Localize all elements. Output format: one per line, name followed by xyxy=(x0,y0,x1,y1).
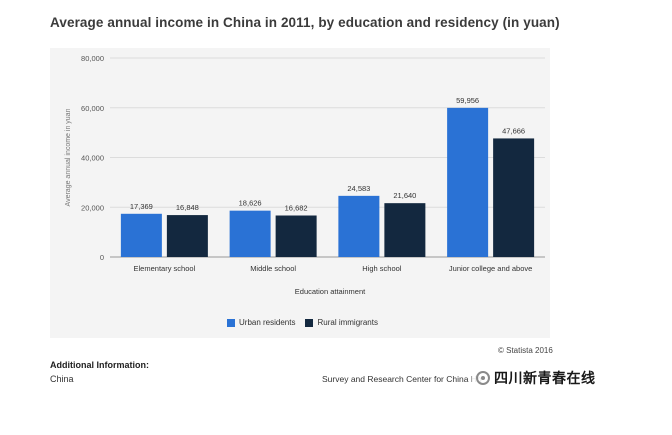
x-tick-label: High school xyxy=(362,264,402,273)
y-axis-title: Average annual income in yuan xyxy=(65,108,72,206)
legend-item-rural[interactable]: Rural immigrants xyxy=(305,318,378,327)
legend-item-urban[interactable]: Urban residents xyxy=(227,318,295,327)
legend-swatch-rural xyxy=(305,318,314,327)
bar-value-label: 47,666 xyxy=(502,126,525,135)
bar xyxy=(229,210,271,257)
additional-info-heading: Additional Information: xyxy=(50,360,149,370)
bar-value-label: 16,848 xyxy=(176,203,199,212)
copyright-notice: © Statista 2016 xyxy=(498,346,553,355)
bar-value-label: 21,640 xyxy=(393,191,416,200)
legend-label-urban: Urban residents xyxy=(239,318,296,327)
source-text[interactable]: Survey and Research Center for China Ho xyxy=(322,374,482,384)
chart-legend: Urban residents Rural immigrants xyxy=(227,318,378,327)
bar-value-label: 16,682 xyxy=(285,204,308,213)
chart-title: Average annual income in China in 2011, … xyxy=(50,15,560,30)
bar xyxy=(120,213,162,257)
y-tick-label: 20,000 xyxy=(81,203,104,212)
chart-canvas: 0 20,000 40,000 60,000 80,000 Average annual … xyxy=(65,54,545,296)
watermark-text: 四川新青春在线 xyxy=(494,371,596,387)
y-tick-label: 80,000 xyxy=(81,54,104,63)
y-tick-label: 40,000 xyxy=(81,154,104,163)
y-tick-label: 0 xyxy=(100,253,104,262)
x-tick-label: Middle school xyxy=(250,264,296,273)
legend-label-rural: Rural immigrants xyxy=(317,318,378,327)
bar xyxy=(447,107,489,257)
bar xyxy=(384,203,426,257)
bar-value-label: 18,626 xyxy=(239,199,262,208)
legend-swatch-urban xyxy=(227,318,235,327)
bar xyxy=(493,138,535,257)
additional-info-value: China xyxy=(50,374,74,384)
bar-value-label: 24,583 xyxy=(347,184,370,193)
bar-value-label: 59,956 xyxy=(456,96,479,105)
chart-panel: 0 20,000 40,000 60,000 80,000 Average annual … xyxy=(50,48,550,338)
bar-value-label: 17,369 xyxy=(130,202,153,211)
x-tick-label: Elementary school xyxy=(134,264,196,273)
watermark: 四川新青春在线 xyxy=(472,366,600,390)
x-tick-label: Junior college and above xyxy=(449,264,532,273)
bar xyxy=(275,215,317,257)
bar xyxy=(338,195,380,257)
x-axis-title: Education attainment xyxy=(295,287,366,296)
bar xyxy=(166,215,208,257)
y-tick-label: 60,000 xyxy=(81,104,104,113)
wechat-logo-icon xyxy=(476,371,490,385)
